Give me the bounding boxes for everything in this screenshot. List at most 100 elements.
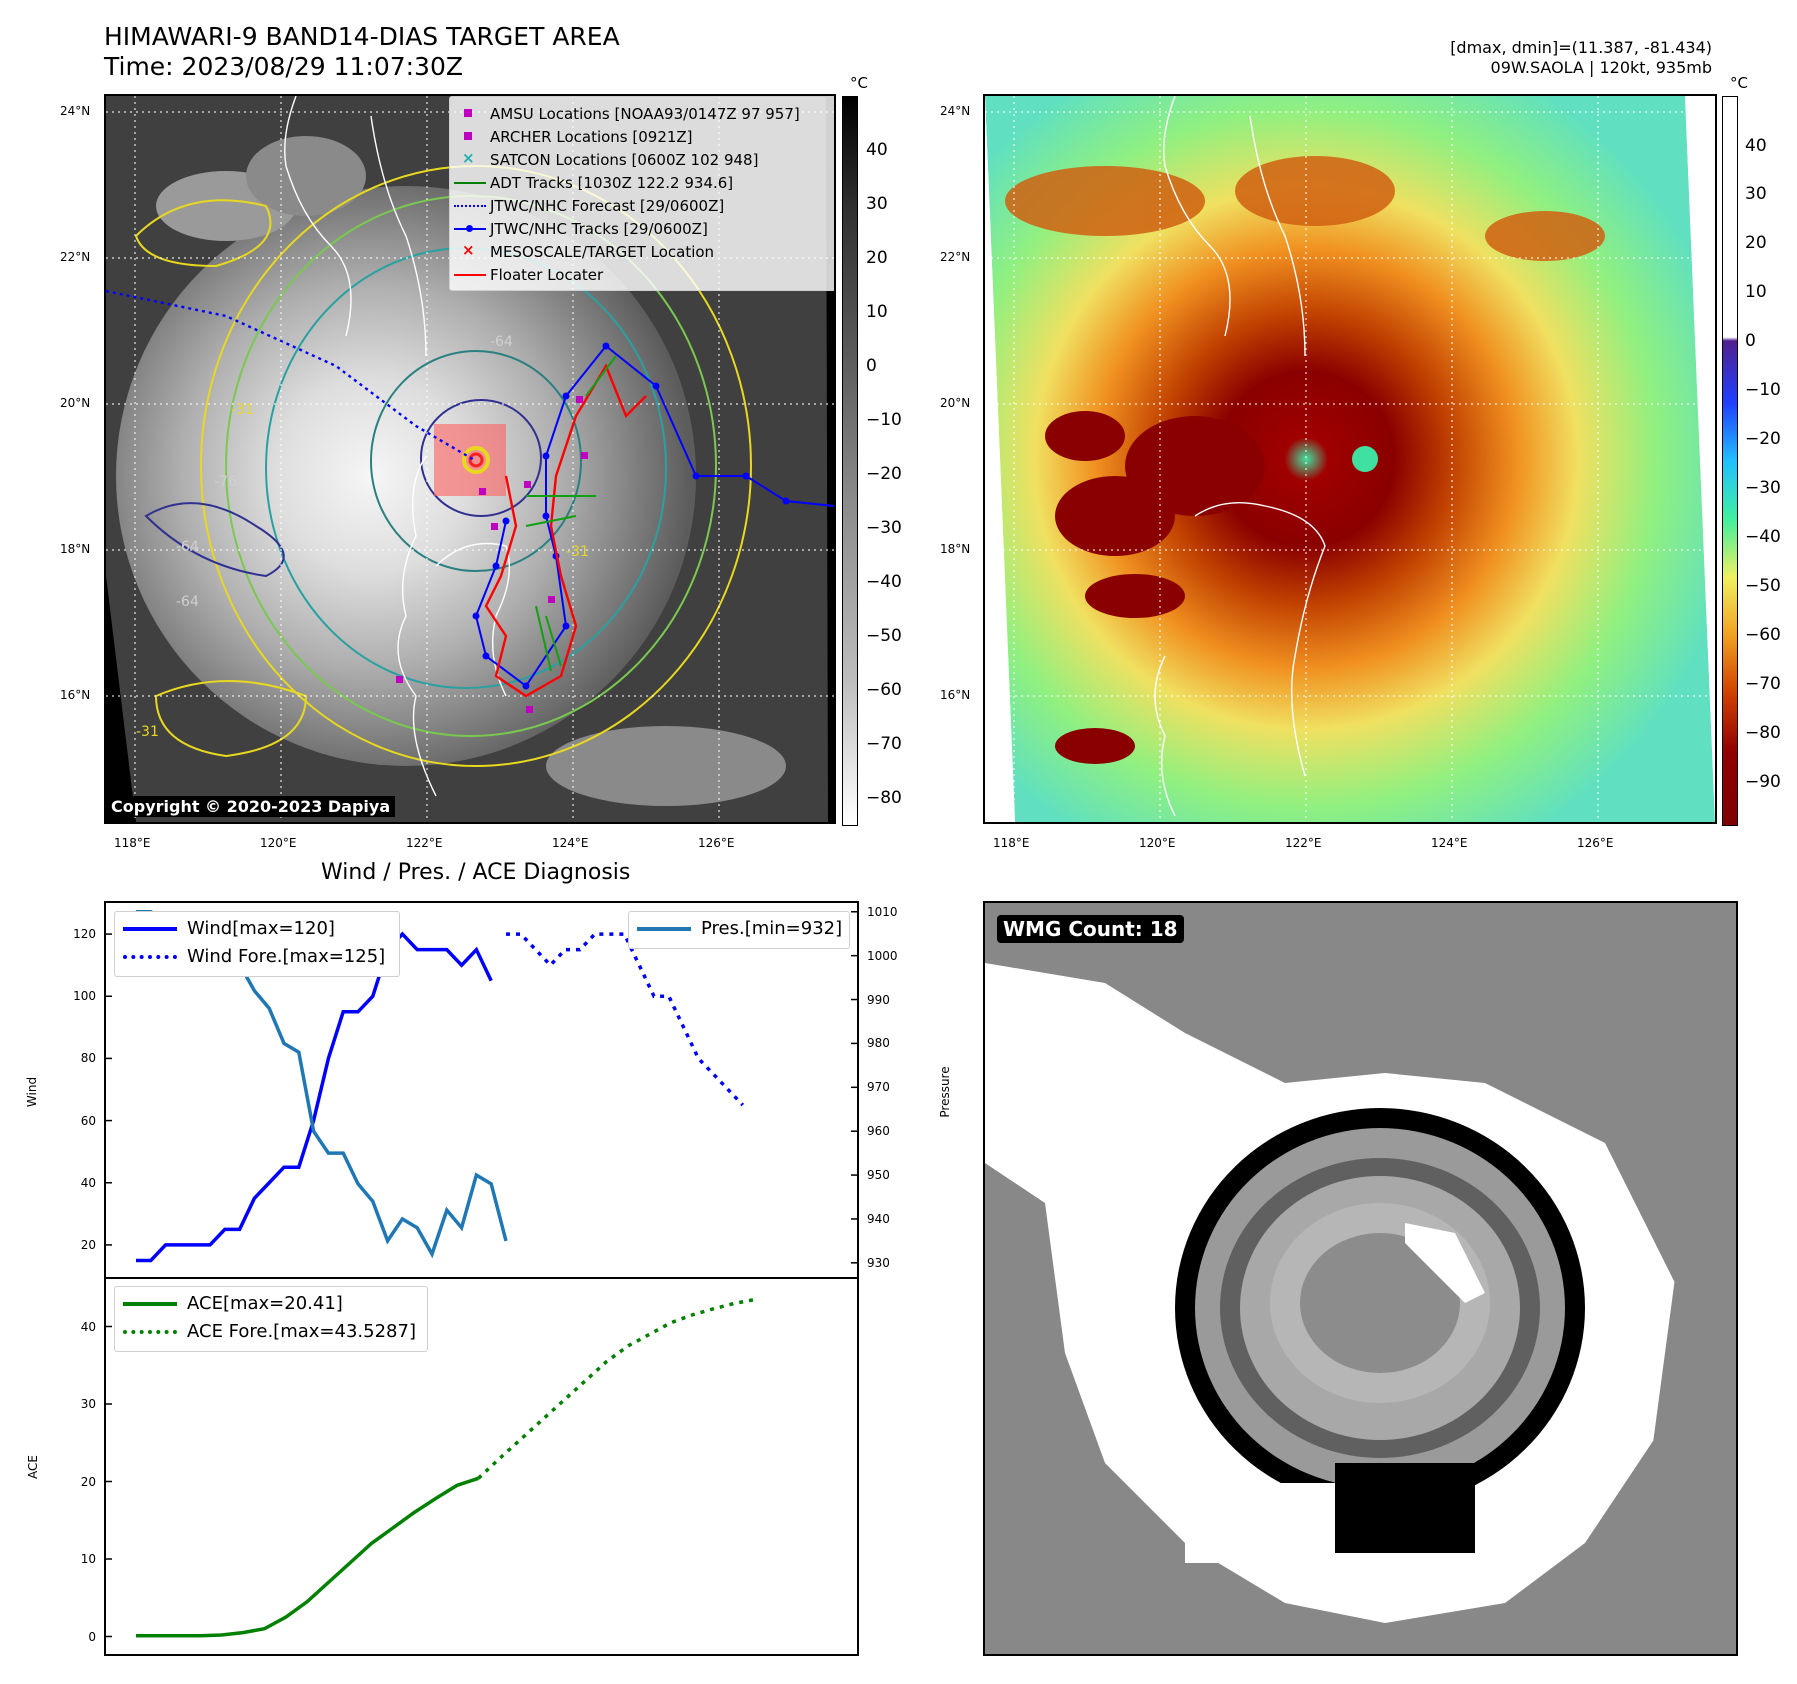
storm-info: 09W.SAOLA | 120kt, 935mb (1490, 58, 1712, 77)
colorbar-tick: 10 (1745, 282, 1767, 302)
square-marker-icon (450, 102, 490, 125)
wmg-count-badge: WMG Count: 18 (997, 915, 1184, 943)
ace-legend: ACE[max=20.41] ACE Fore.[max=43.5287] (114, 1286, 428, 1352)
legend-label: Wind Fore.[max=125] (187, 946, 386, 967)
dias-map-panel (983, 94, 1717, 824)
wind-tick-label: 40 (80, 1175, 96, 1190)
ir-map-panel: -64 -31 -76 -64 -31 -64 -31 AMSU Locatio… (104, 94, 836, 824)
dotted-line-icon (123, 1329, 177, 1334)
wind-tick-label: 80 (80, 1051, 96, 1066)
legend-label: JTWC/NHC Tracks [29/0600Z] (490, 219, 708, 238)
lat-tick: 22°N (60, 250, 91, 264)
wmg-image (985, 903, 1736, 1654)
pressure-tick-label: 970 (867, 1080, 890, 1095)
diagnosis-title: Wind / Pres. / ACE Diagnosis (321, 860, 631, 885)
square-marker-icon (450, 125, 490, 148)
pressure-tick-label: 960 (867, 1124, 890, 1139)
pressure-tick-label: 940 (867, 1211, 890, 1226)
legend-label: ADT Tracks [1030Z 122.2 934.6] (490, 173, 734, 192)
legend-label: Floater Locater (490, 265, 604, 284)
chart-time: Time: 2023/08/29 11:07:30Z (104, 52, 463, 81)
x-marker-icon: × (462, 241, 475, 259)
ace-series-line-0 (136, 1476, 479, 1638)
lon-tick: 122°E (1285, 836, 1322, 850)
dotted-line-icon (450, 194, 490, 217)
colorbar-left (842, 96, 858, 826)
legend-label: ACE[max=20.41] (187, 1293, 343, 1314)
wmg-panel: WMG Count: 18 (983, 901, 1738, 1656)
wind-tick-label: 20 (80, 1237, 96, 1252)
colorbar-tick: −60 (866, 680, 902, 700)
colorbar-tick: 10 (866, 302, 888, 322)
series-line-1 (506, 932, 745, 1107)
lat-tick: 18°N (60, 542, 91, 556)
contour-label: -31 (136, 724, 159, 740)
ace-tick-label: 10 (80, 1552, 96, 1566)
colorbar-tick: 0 (1745, 331, 1756, 351)
contour-label: -76 (214, 474, 237, 490)
colorbar-tick: −70 (866, 734, 902, 754)
pressure-tick-label: 930 (867, 1255, 890, 1270)
colorbar-tick: 30 (1745, 184, 1767, 204)
wind-legend: Wind[max=120] Wind Fore.[max=125] (114, 911, 400, 977)
chart-title: HIMAWARI-9 BAND14-DIAS TARGET AREA (104, 22, 620, 51)
lon-tick: 126°E (698, 836, 735, 850)
dmax-dmin-info: [dmax, dmin]=(11.387, -81.434) (1450, 38, 1712, 57)
contour-label: -64 (176, 594, 199, 610)
pressure-axis-title: Pressure (938, 1066, 952, 1118)
lon-tick: 124°E (1431, 836, 1468, 850)
colorbar-tick: −20 (866, 464, 902, 484)
lon-tick: 118°E (993, 836, 1030, 850)
colorbar-tick: −50 (1745, 576, 1781, 596)
wind-axis-title: Wind (25, 1076, 39, 1108)
x-marker-icon: × (462, 149, 475, 167)
colorbar-tick: 0 (866, 356, 877, 376)
lat-tick: 18°N (940, 542, 971, 556)
lon-tick: 126°E (1577, 836, 1614, 850)
ace-tick-label: 0 (88, 1629, 96, 1644)
lon-tick: 120°E (260, 836, 297, 850)
ace-tick-label: 40 (80, 1319, 96, 1334)
colorbar-tick: −30 (1745, 478, 1781, 498)
lat-tick: 22°N (940, 250, 971, 264)
line-icon (450, 171, 490, 194)
colorbar-tick: −40 (866, 572, 902, 592)
contour-label: -31 (231, 402, 254, 418)
solid-line-icon (637, 926, 691, 931)
legend-label: JTWC/NHC Forecast [29/0600Z] (490, 196, 725, 215)
contour-label: -64 (176, 539, 199, 555)
dotted-line-icon (123, 954, 177, 959)
pressure-tick-label: 950 (867, 1168, 890, 1183)
colorbar-tick: −50 (866, 626, 902, 646)
ace-axis-title: ACE (26, 1455, 40, 1479)
legend-label: Pres.[min=932] (701, 918, 843, 939)
ace-tick-label: 30 (80, 1397, 96, 1411)
pressure-tick-label: 990 (867, 992, 890, 1007)
lon-tick: 124°E (552, 836, 589, 850)
lat-tick: 16°N (940, 688, 971, 702)
pressure-tick-label: 1010 (867, 904, 898, 919)
colorbar-tick: −80 (866, 788, 902, 808)
legend-label: ACE Fore.[max=43.5287] (187, 1321, 416, 1342)
pressure-tick-label: 980 (867, 1036, 890, 1051)
contour-label: -64 (490, 334, 513, 350)
colorbar-tick: 40 (1745, 136, 1767, 156)
wind-tick-label: 120 (73, 927, 96, 942)
colorbar-tick: −90 (1745, 772, 1781, 792)
lat-tick: 20°N (60, 396, 91, 410)
lat-tick: 20°N (940, 396, 971, 410)
colorbar-tick: −10 (866, 410, 902, 430)
line-icon (450, 263, 490, 286)
lon-tick: 120°E (1139, 836, 1176, 850)
colorbar-tick: 30 (866, 194, 888, 214)
legend-label: AMSU Locations [NOAA93/0147Z 97 957] (490, 104, 800, 123)
wind-tick-label: 60 (80, 1113, 96, 1128)
ace-tick-label: 20 (80, 1474, 96, 1489)
legend-label: SATCON Locations [0600Z 102 948] (490, 150, 759, 169)
copyright-badge: Copyright © 2020-2023 Dapiya (106, 796, 396, 817)
colorbar-tick: −10 (1745, 380, 1781, 400)
colorbar-unit: °C (850, 74, 868, 92)
contour-label: -31 (566, 544, 589, 560)
wind-tick-label: 100 (73, 989, 96, 1004)
solid-line-icon (123, 926, 177, 931)
